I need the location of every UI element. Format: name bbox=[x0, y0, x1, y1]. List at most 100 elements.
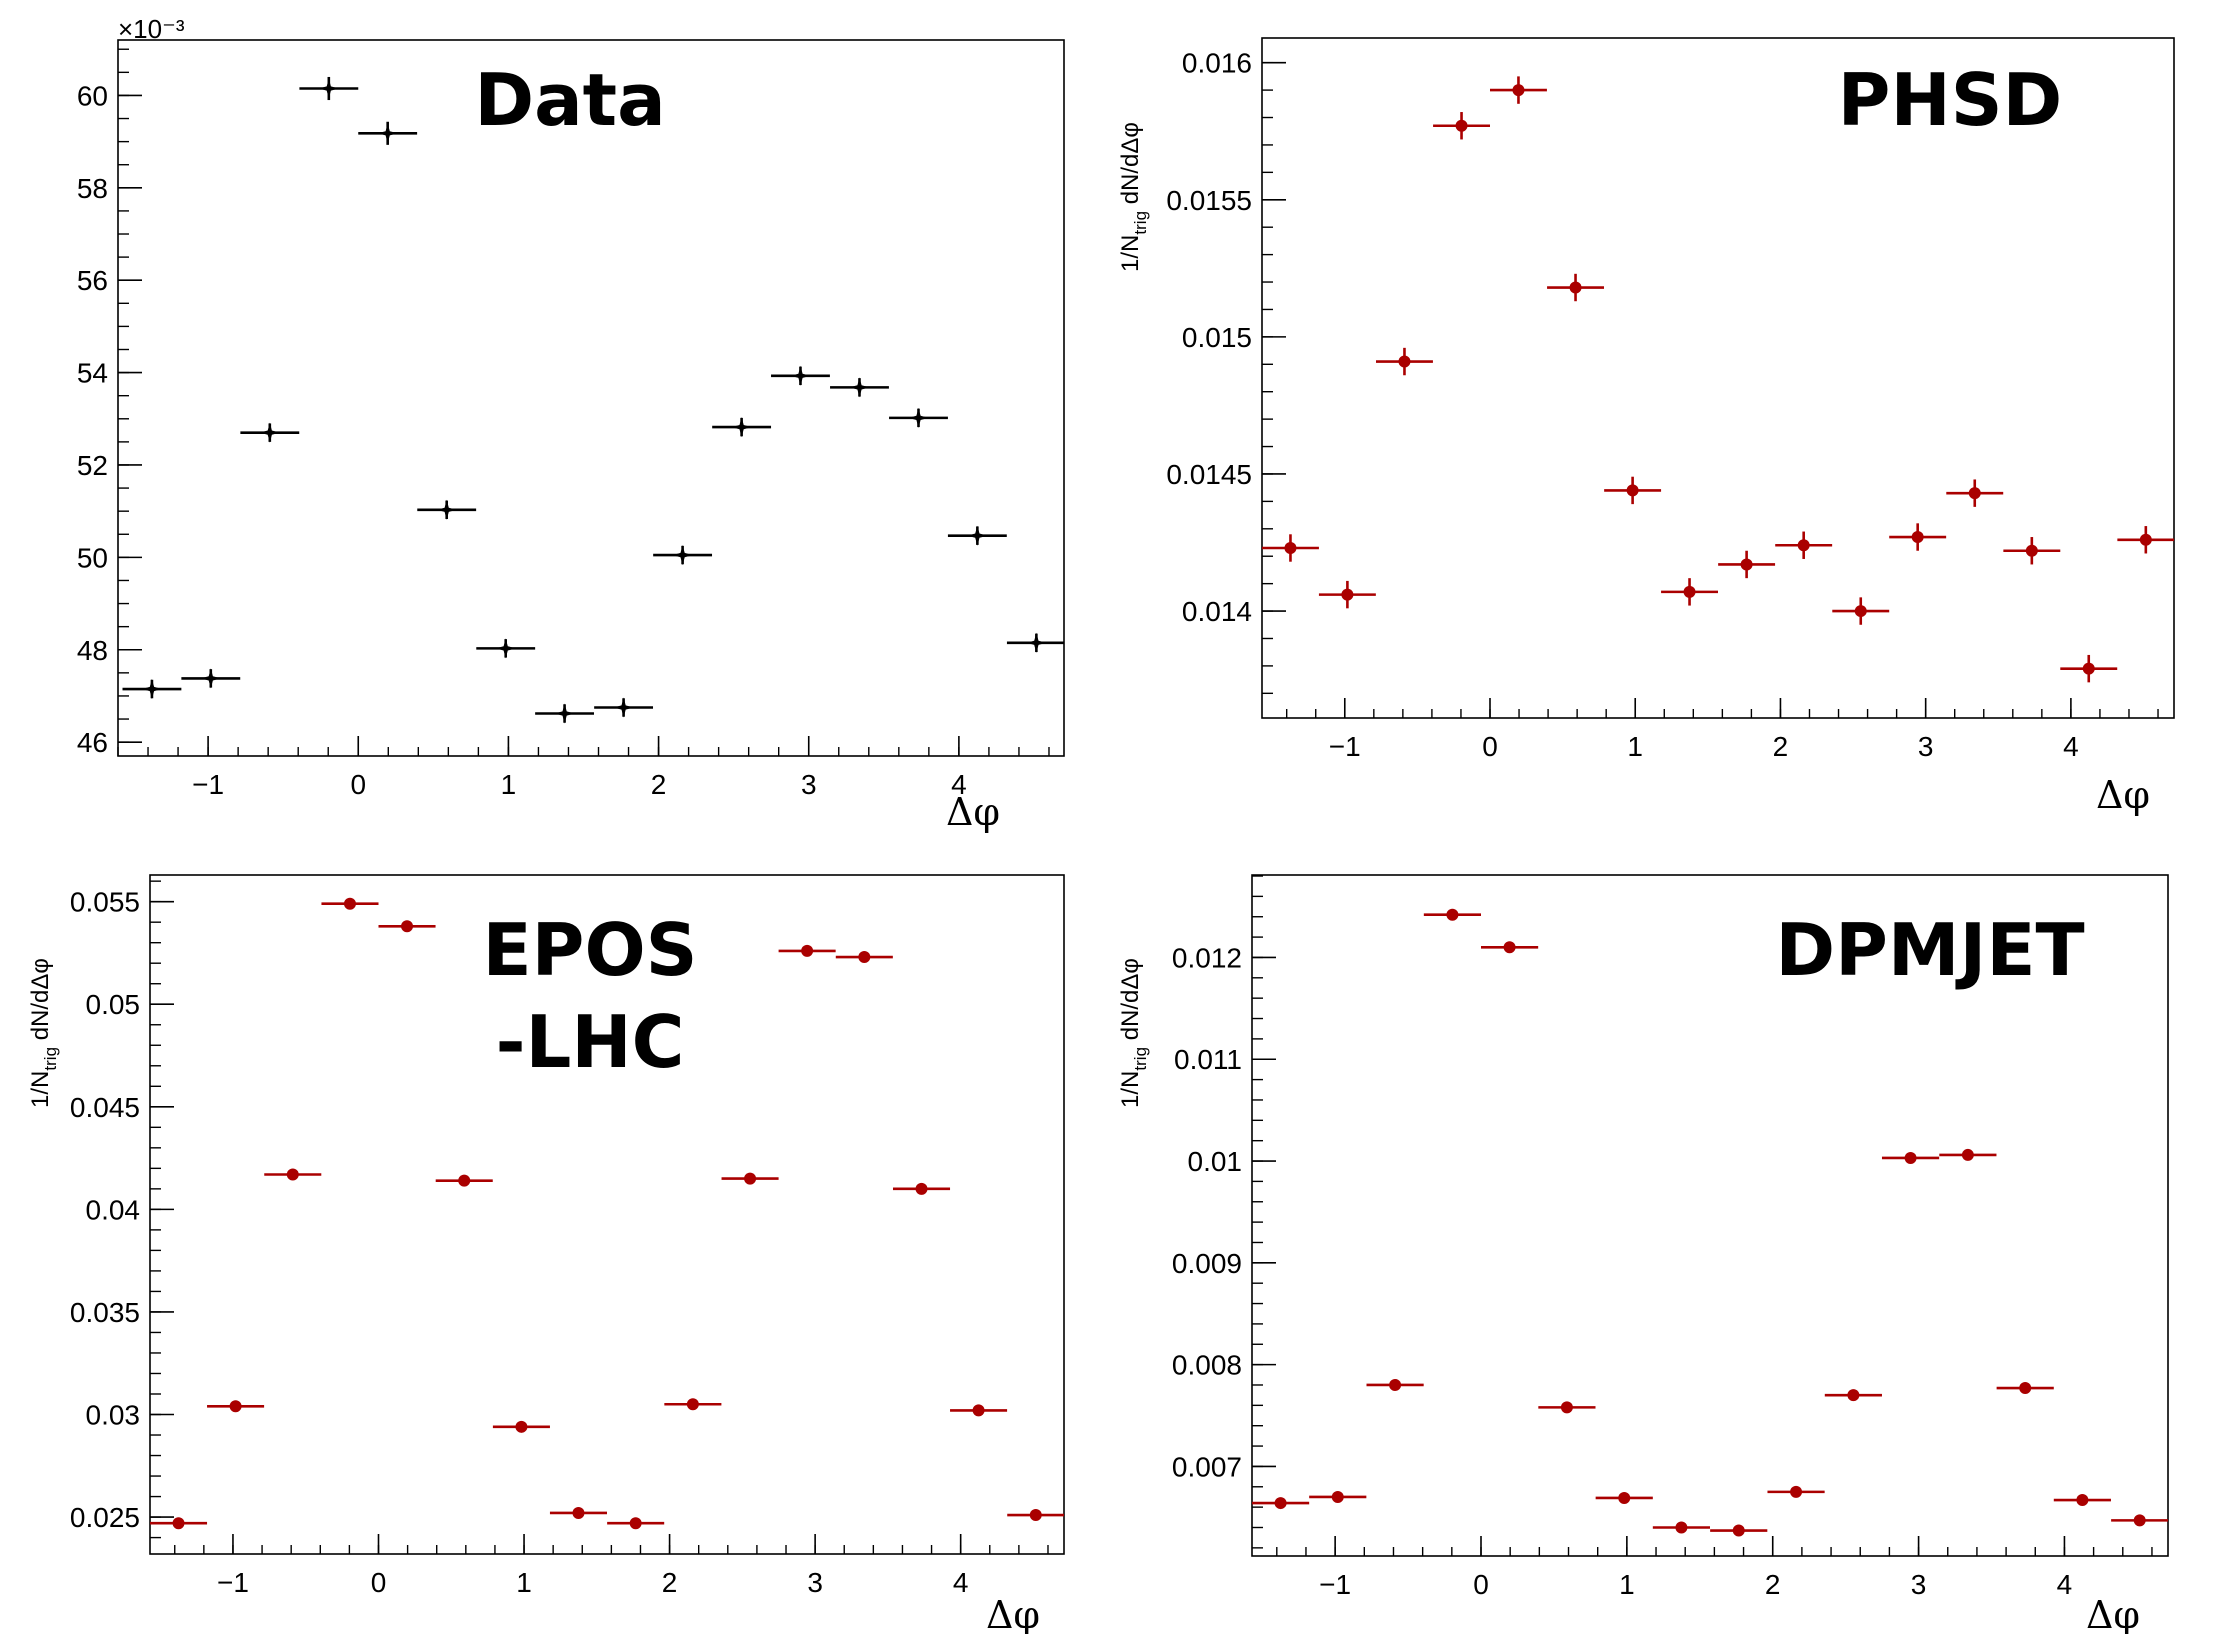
data-point bbox=[1911, 531, 1924, 544]
data-point bbox=[1455, 119, 1468, 132]
x-tick-label: 4 bbox=[2063, 731, 2079, 762]
data-point bbox=[1961, 1148, 1974, 1161]
data-point bbox=[2076, 1494, 2089, 1507]
y-tick-label: 0.055 bbox=[70, 887, 140, 918]
x-tick-label: 1 bbox=[501, 769, 517, 800]
data-point bbox=[2133, 1514, 2146, 1527]
y-tick-label: 58 bbox=[77, 173, 108, 204]
x-tick-label: 1 bbox=[1627, 731, 1643, 762]
x-tick-label: 2 bbox=[651, 769, 667, 800]
data-point bbox=[613, 697, 634, 718]
data-point bbox=[259, 422, 280, 443]
x-tick-label: 3 bbox=[1918, 731, 1934, 762]
panel-data: −1 0 1 2 3 4 46 48 50 52 54 56 58 60 ×10⁻³ Δφ Data bbox=[77, 14, 1065, 834]
data-point bbox=[1904, 1151, 1917, 1164]
y-axis-label: 1/Ntrig dN/dΔφ bbox=[1117, 958, 1150, 1108]
x-tick-label: 2 bbox=[1773, 731, 1789, 762]
y-tick-label: 0.0145 bbox=[1166, 459, 1252, 490]
y-tick-label: 0.015 bbox=[1182, 322, 1252, 353]
data-point bbox=[377, 123, 398, 144]
x-tick-label: −1 bbox=[1329, 731, 1361, 762]
x-axis-label: Δφ bbox=[986, 1593, 1040, 1634]
y-tick-label: 46 bbox=[77, 727, 108, 758]
data-point bbox=[1854, 605, 1867, 618]
data-point bbox=[1446, 908, 1459, 921]
data-point bbox=[790, 365, 811, 386]
y-tick-label: 0.009 bbox=[1172, 1248, 1242, 1279]
data-point bbox=[1560, 1401, 1573, 1414]
data-point bbox=[1331, 1490, 1344, 1503]
data-point bbox=[1683, 585, 1696, 598]
data-point bbox=[744, 1172, 757, 1185]
data-point bbox=[554, 703, 575, 724]
data-point bbox=[1029, 1509, 1042, 1522]
data-point bbox=[1847, 1389, 1860, 1402]
y-tick-label: 0.01 bbox=[1188, 1146, 1243, 1177]
data-point bbox=[672, 545, 693, 566]
data-point bbox=[967, 525, 988, 546]
y-tick-label: 56 bbox=[77, 265, 108, 296]
x-tick-label: −1 bbox=[217, 1567, 249, 1598]
y-tick-label: 0.035 bbox=[70, 1297, 140, 1328]
panel-title: EPOS bbox=[482, 908, 697, 992]
panel-title: DPMJET bbox=[1775, 908, 2084, 992]
data-point bbox=[1732, 1524, 1745, 1537]
y-tick-label: 60 bbox=[77, 80, 108, 111]
x-tick-label: −1 bbox=[192, 769, 224, 800]
x-tick-label: 3 bbox=[801, 769, 817, 800]
data-point bbox=[1626, 484, 1639, 497]
plot-frame bbox=[1261, 37, 2175, 719]
y-tick-label: 0.008 bbox=[1172, 1350, 1242, 1381]
y-tick-label: 48 bbox=[77, 635, 108, 666]
panel-dpmjet: −1 0 1 2 3 4 0.007 0.008 0.009 0.01 0.011 0.012 1/Nt… bbox=[1117, 874, 2169, 1634]
data-point bbox=[318, 78, 339, 99]
x-tick-label: 2 bbox=[1765, 1569, 1781, 1600]
panel-phsd: −1 0 1 2 3 4 0.014 0.0145 0.015 0.0155 0.016 1/Ntri… bbox=[1117, 37, 2175, 817]
plot-frame bbox=[1251, 874, 2169, 1557]
data-point bbox=[172, 1517, 185, 1530]
y-tick-label: 0.04 bbox=[86, 1194, 141, 1225]
x-tick-label: 2 bbox=[662, 1567, 678, 1598]
data-point bbox=[1797, 539, 1810, 552]
data-point bbox=[572, 1506, 585, 1519]
x-tick-label: 4 bbox=[953, 1567, 969, 1598]
data-point bbox=[1512, 84, 1525, 97]
data-point bbox=[343, 897, 356, 910]
plot-frame bbox=[149, 874, 1065, 1555]
data-point bbox=[286, 1168, 299, 1181]
y-tick-label: 0.007 bbox=[1172, 1451, 1242, 1482]
data-point bbox=[1389, 1378, 1402, 1391]
panel-epos-lhc: −1 0 1 2 3 4 0.025 0.03 0.035 0.04 0.045 0.05 0.055 1… bbox=[27, 874, 1065, 1634]
x-tick-label: 0 bbox=[1482, 731, 1498, 762]
data-point bbox=[2082, 662, 2095, 675]
data-point bbox=[849, 377, 870, 398]
x-tick-label: 0 bbox=[350, 769, 366, 800]
x-tick-label: 1 bbox=[516, 1567, 532, 1598]
data-point bbox=[458, 1174, 471, 1187]
data-point bbox=[1398, 355, 1411, 368]
data-point bbox=[2025, 544, 2038, 557]
x-tick-label: 4 bbox=[951, 769, 967, 800]
data-point bbox=[972, 1404, 985, 1417]
data-point bbox=[495, 638, 516, 659]
data-point bbox=[1968, 487, 1981, 500]
data-point bbox=[1675, 1521, 1688, 1534]
data-point bbox=[141, 679, 162, 699]
data-point bbox=[731, 417, 752, 438]
data-point bbox=[2019, 1382, 2032, 1395]
y-tick-label: 0.045 bbox=[70, 1092, 140, 1123]
y-tick-label: 52 bbox=[77, 450, 108, 481]
data-point bbox=[1503, 941, 1516, 954]
data-point bbox=[515, 1420, 528, 1433]
y-axis-label: 1/Ntrig dN/dΔφ bbox=[1117, 122, 1150, 272]
y-tick-label: 0.03 bbox=[86, 1400, 141, 1431]
y-tick-label: 0.011 bbox=[1174, 1044, 1242, 1075]
data-point bbox=[401, 920, 414, 933]
data-point bbox=[2139, 533, 2152, 546]
data-point bbox=[1569, 281, 1582, 294]
data-point bbox=[1618, 1491, 1631, 1504]
data-point bbox=[436, 499, 457, 520]
y-exponent-label: ×10⁻³ bbox=[118, 14, 185, 44]
data-point bbox=[1740, 558, 1753, 571]
